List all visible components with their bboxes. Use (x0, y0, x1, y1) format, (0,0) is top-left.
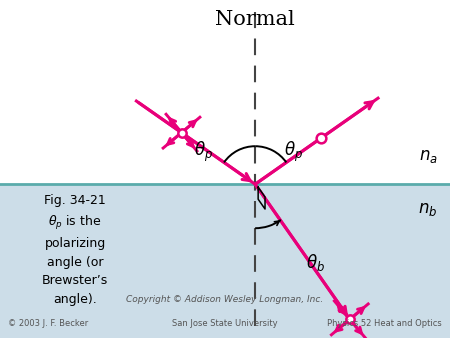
Text: Fig. 34-21
$\theta_p$ is the
polarizing
angle (or
Brewster’s
angle).: Fig. 34-21 $\theta_p$ is the polarizing … (42, 194, 108, 306)
Text: $\theta_b$: $\theta_b$ (306, 252, 324, 273)
Text: $n_a$: $n_a$ (418, 148, 437, 165)
Text: $n_b$: $n_b$ (418, 201, 438, 218)
Text: $\theta_p$: $\theta_p$ (194, 140, 213, 164)
Text: San Jose State University: San Jose State University (172, 319, 278, 329)
Text: Normal: Normal (215, 10, 295, 29)
Bar (0, 0, 450, 184)
Text: Physics 52 Heat and Optics: Physics 52 Heat and Optics (327, 319, 442, 329)
Bar (0, 184, 450, 338)
Text: Copyright © Addison Wesley Longman, Inc.: Copyright © Addison Wesley Longman, Inc. (126, 295, 324, 305)
Text: $\theta_p$: $\theta_p$ (284, 140, 303, 164)
Text: © 2003 J. F. Becker: © 2003 J. F. Becker (8, 319, 88, 329)
